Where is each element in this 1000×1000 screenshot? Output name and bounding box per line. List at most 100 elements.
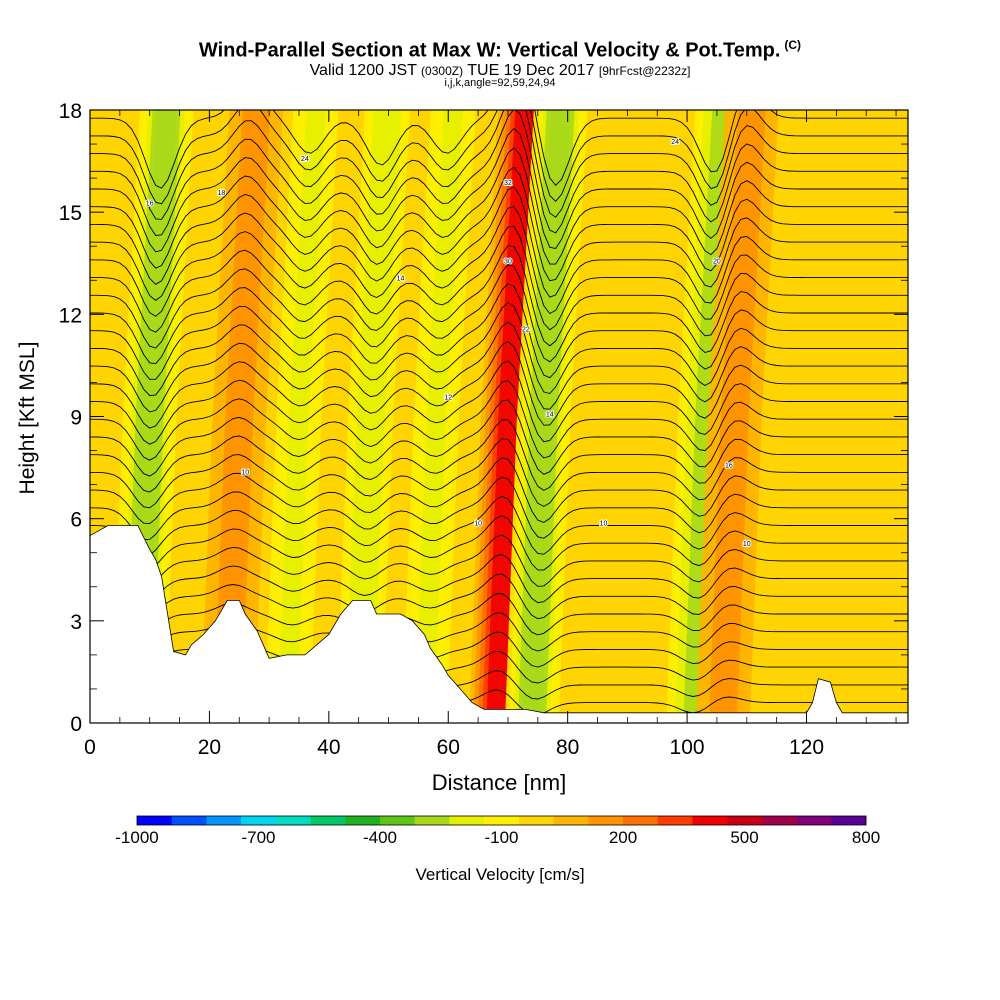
theta-label-13: 10	[743, 541, 751, 548]
theta-contour-18	[90, 340, 908, 429]
colorbar-tick-label-4: 200	[609, 828, 637, 847]
theta-contour-13	[90, 438, 908, 509]
colorbar-tick-label-1: -700	[241, 828, 275, 847]
y-tick-label-1: 3	[70, 611, 82, 634]
colorbar-swatch-17	[727, 816, 763, 825]
theta-contour-28	[90, 147, 908, 269]
velocity-band-5-1	[486, 110, 535, 723]
colorbar-tick-label-0: -1000	[115, 828, 158, 847]
y-tick-label-0: 0	[70, 713, 82, 736]
colorbar-swatch-0	[137, 816, 173, 825]
colorbar-swatch-13	[588, 816, 624, 825]
colorbar-swatch-2	[206, 816, 242, 825]
theta-label-12: 16	[725, 463, 733, 470]
theta-contour-30	[90, 110, 908, 236]
subtitle-date: TUE 19 Dec 2017	[467, 62, 595, 79]
x-tick-label-6: 120	[789, 736, 824, 759]
theta-contour-6	[90, 573, 908, 621]
theta-label-2: 24	[301, 156, 309, 163]
theta-contour-12	[90, 457, 908, 525]
x-axis-label: Distance [nm]	[432, 770, 567, 795]
theta-contour-33	[90, 110, 908, 189]
theta-contour-10	[90, 495, 908, 557]
theta-contour-26	[90, 186, 908, 301]
y-tick-label-4: 12	[59, 304, 82, 327]
x-tick-label-3: 60	[437, 736, 460, 759]
theta-contour-23	[90, 245, 908, 349]
theta-contour-8	[90, 534, 908, 589]
chart-title: Wind-Parallel Section at Max W: Vertical…	[198, 38, 802, 62]
theta-label-9: 10	[600, 520, 608, 527]
theta-label-4: 12	[444, 394, 452, 401]
theta-contour-9	[90, 515, 908, 573]
colorbar-swatch-20	[831, 816, 867, 825]
colorbar-tick-label-5: 500	[730, 828, 758, 847]
colorbar-swatch-1	[171, 816, 207, 825]
theta-contour-25	[90, 206, 908, 317]
theta-label-14: 10	[241, 469, 249, 476]
theta-label-15: 10	[474, 520, 482, 527]
theta-label-6: 30	[504, 258, 512, 265]
colorbar-swatch-6	[345, 816, 381, 825]
theta-contour-20	[90, 302, 908, 397]
colorbar-swatch-8	[414, 816, 450, 825]
x-tick-label-0: 0	[84, 736, 96, 759]
chart-subtitle: Valid 1200 JST (0300Z) TUE 19 Dec 2017 […	[0, 62, 1000, 80]
velocity-band-4-1	[414, 110, 463, 723]
y-axis-label: Height [Kft MSL]	[16, 342, 39, 495]
colorbar-swatch-12	[553, 816, 589, 825]
colorbar-label: Vertical Velocity [cm/s]	[415, 865, 584, 884]
theta-label-5: 32	[504, 180, 512, 187]
theta-contours	[90, 110, 908, 717]
subtitle-forecast: [9hrFcst@2232z]	[598, 64, 691, 78]
velocity-band-1-1	[217, 110, 266, 723]
colorbar-swatch-14	[623, 816, 659, 825]
theta-contour-31	[90, 110, 908, 220]
y-tick-label-5: 15	[59, 202, 82, 225]
theta-contour-7	[90, 554, 908, 605]
velocity-band-3-1	[349, 110, 398, 723]
theta-contour-14	[90, 419, 908, 493]
colorbar-swatch-15	[657, 816, 693, 825]
theta-contour-labels: 16 18 24 14 12 32 30 22 14 10 24 20 16 10 10 10	[145, 138, 752, 549]
x-tick-label-4: 80	[556, 736, 579, 759]
colorbar-frame	[136, 815, 867, 826]
chart-title-tag: (C)	[784, 38, 802, 52]
axes: 0 20 40 60 80 100 120 0 3 6 9 12 15 18	[59, 100, 908, 759]
colorbar: -1000 -700 -400 -100 200 500 800	[115, 815, 880, 847]
theta-contour-11	[90, 476, 908, 540]
theta-label-7: 22	[522, 326, 530, 333]
colorbar-swatch-10	[484, 816, 520, 825]
colorbar-swatch-11	[518, 816, 554, 825]
theta-label-1: 18	[217, 190, 225, 197]
theta-label-10: 24	[671, 139, 679, 146]
colorbar-swatch-16	[692, 816, 728, 825]
x-tick-label-5: 100	[670, 736, 705, 759]
terrain-mask	[89, 525, 909, 724]
theta-label-0: 16	[146, 200, 154, 207]
terrain	[89, 525, 909, 724]
colorbar-swatch-19	[796, 816, 832, 825]
velocity-band-2-1	[277, 110, 326, 723]
theta-contour-24	[90, 225, 908, 333]
x-tick-label-2: 40	[317, 736, 340, 759]
theta-contour-15	[90, 399, 908, 477]
theta-contour-22	[90, 264, 908, 365]
y-tick-label-2: 6	[70, 509, 82, 532]
colorbar-tick-label-2: -400	[363, 828, 397, 847]
colorbar-swatch-9	[449, 816, 485, 825]
colorbar-tick-label-3: -100	[484, 828, 518, 847]
theta-label-11: 20	[713, 258, 721, 265]
theta-contour-17	[90, 360, 908, 445]
subtitle-valid: Valid 1200 JST	[309, 62, 417, 79]
colorbar-swatch-18	[761, 816, 797, 825]
velocity-band-6-1	[522, 110, 571, 723]
velocity-band-8-1	[713, 110, 762, 723]
y-tick-label-3: 9	[70, 407, 82, 430]
x-tick-label-1: 20	[198, 736, 221, 759]
colorbar-swatch-5	[310, 816, 346, 825]
theta-contour-27	[90, 166, 908, 285]
colorbar-swatch-3	[241, 816, 277, 825]
theta-label-3: 14	[397, 275, 405, 282]
